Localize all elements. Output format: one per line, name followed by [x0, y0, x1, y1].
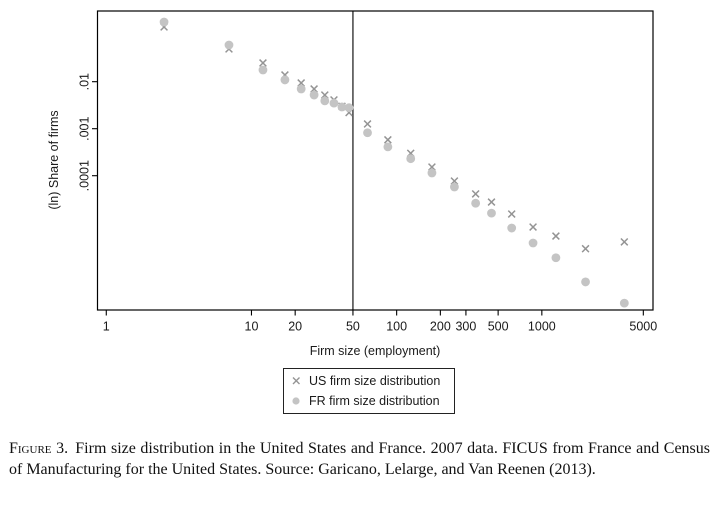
fr-data-point	[507, 223, 517, 233]
fr-data-point	[309, 90, 319, 100]
fr-data-point	[224, 40, 234, 50]
fr-data-point	[383, 142, 393, 152]
y-axis-title: (ln) Share of firms	[47, 110, 61, 209]
scatter-plot: 1 10 20 50 100 200 300 500 1000 5000.01.001.0001 …	[47, 10, 657, 358]
us-x-marker-icon	[292, 377, 300, 385]
x-tick-label: 50	[346, 320, 360, 334]
caption-text: Firm size distribution in the United Sta…	[9, 440, 711, 478]
fr-data-point	[471, 198, 481, 208]
x-tick-label: 300	[455, 320, 476, 334]
fr-data-point	[450, 182, 459, 192]
legend-item-us: US firm size distribution	[289, 373, 454, 390]
us-data-point	[383, 135, 392, 144]
legend-item-fr: FR firm size distribution	[289, 393, 454, 410]
x-tick-label: 10	[245, 320, 259, 334]
fr-data-point	[258, 65, 268, 75]
legend-label-fr: FR firm size distribution	[309, 394, 440, 408]
y-tick-label: .001	[78, 116, 92, 140]
x-tick-label: 5000	[629, 320, 657, 334]
x-tick-label: 1000	[528, 320, 556, 334]
fr-data-point	[551, 253, 561, 263]
us-data-point	[487, 198, 496, 206]
us-data-point	[363, 120, 372, 128]
fr-data-point	[296, 84, 306, 94]
plot-layer: 1 10 20 50 100 200 300 500 1000 5000 .01 .001 .0001	[78, 10, 657, 334]
fr-data-point	[280, 75, 290, 85]
x-tick-label: 500	[488, 320, 509, 334]
us-data-point	[551, 232, 560, 240]
us-data-point	[471, 189, 480, 198]
x-tick-label: 20	[288, 320, 302, 334]
fr-data-point	[344, 103, 354, 113]
x-tick-label: 100	[386, 320, 407, 334]
legend-label-us: US firm size distribution	[309, 374, 441, 388]
fr-data-point	[528, 238, 538, 248]
x-tick-label: 200	[430, 320, 451, 334]
y-tick-label: .0001	[78, 160, 92, 191]
y-tick-label: .01	[78, 73, 92, 90]
fr-data-point	[337, 102, 347, 112]
fr-data-point	[363, 128, 372, 138]
us-data-point	[529, 223, 537, 231]
fr-data-point	[320, 96, 330, 106]
us-data-point	[620, 238, 629, 246]
fr-data-point	[329, 98, 339, 108]
fr-data-point	[581, 277, 590, 287]
us-data-point	[310, 85, 319, 93]
plot-border	[96, 10, 654, 311]
us-data-point	[507, 210, 516, 218]
us-data-point	[581, 244, 590, 253]
fr-data-point	[427, 168, 437, 178]
fr-dot-marker-icon	[292, 397, 300, 405]
figure-caption: Figure 3. Firm size distribution in the U…	[9, 438, 710, 480]
x-tick-label: 1	[103, 320, 110, 334]
x-axis-title: Firm size (employment)	[310, 344, 441, 358]
chart-legend: US firm size distribution FR firm size d…	[283, 368, 455, 414]
fr-data-point	[406, 154, 416, 164]
fr-data-point	[487, 208, 496, 218]
fr-data-point	[619, 298, 629, 308]
figure-number: Figure 3.	[9, 440, 69, 457]
us-data-point	[259, 59, 267, 67]
fr-data-point	[159, 17, 169, 27]
